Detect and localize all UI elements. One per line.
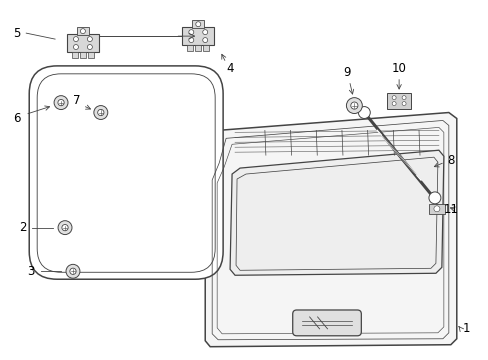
Circle shape [188,30,193,35]
Circle shape [350,102,357,109]
Circle shape [87,37,92,41]
Circle shape [73,45,78,50]
Circle shape [195,22,201,27]
Circle shape [87,45,92,50]
Bar [72,52,78,58]
Text: 3: 3 [27,265,35,278]
Circle shape [98,109,104,116]
Bar [195,45,201,51]
Polygon shape [205,113,456,347]
Circle shape [401,102,405,105]
Polygon shape [230,150,443,275]
Bar [386,93,410,109]
Bar [428,204,444,214]
Text: 1: 1 [462,322,469,336]
Text: 2: 2 [20,221,27,234]
Circle shape [70,268,76,274]
Circle shape [428,192,440,204]
Bar [80,52,86,58]
Bar [77,27,89,35]
Text: 10: 10 [391,62,406,75]
Circle shape [203,37,207,42]
Circle shape [94,105,107,120]
Circle shape [188,37,193,42]
Text: 5: 5 [14,27,21,40]
Bar [192,20,204,28]
Text: 7: 7 [73,94,81,107]
Circle shape [346,98,362,113]
Circle shape [391,102,395,105]
Bar [67,34,99,52]
FancyBboxPatch shape [292,310,361,336]
Bar [88,52,94,58]
Text: 6: 6 [14,112,21,125]
Bar [187,45,193,51]
Text: 8: 8 [446,154,453,167]
FancyBboxPatch shape [29,66,223,279]
Circle shape [433,206,439,212]
Circle shape [203,30,207,35]
Text: 4: 4 [226,62,233,75]
Circle shape [80,29,85,33]
Circle shape [58,221,72,235]
Circle shape [54,96,68,109]
Circle shape [58,99,64,106]
Text: 9: 9 [343,66,350,79]
Bar [203,45,209,51]
Circle shape [62,225,68,231]
Circle shape [73,37,78,41]
Circle shape [66,264,80,278]
Circle shape [391,96,395,100]
Circle shape [358,107,369,118]
Text: 11: 11 [443,203,457,216]
Bar [182,27,214,45]
Circle shape [401,96,405,100]
